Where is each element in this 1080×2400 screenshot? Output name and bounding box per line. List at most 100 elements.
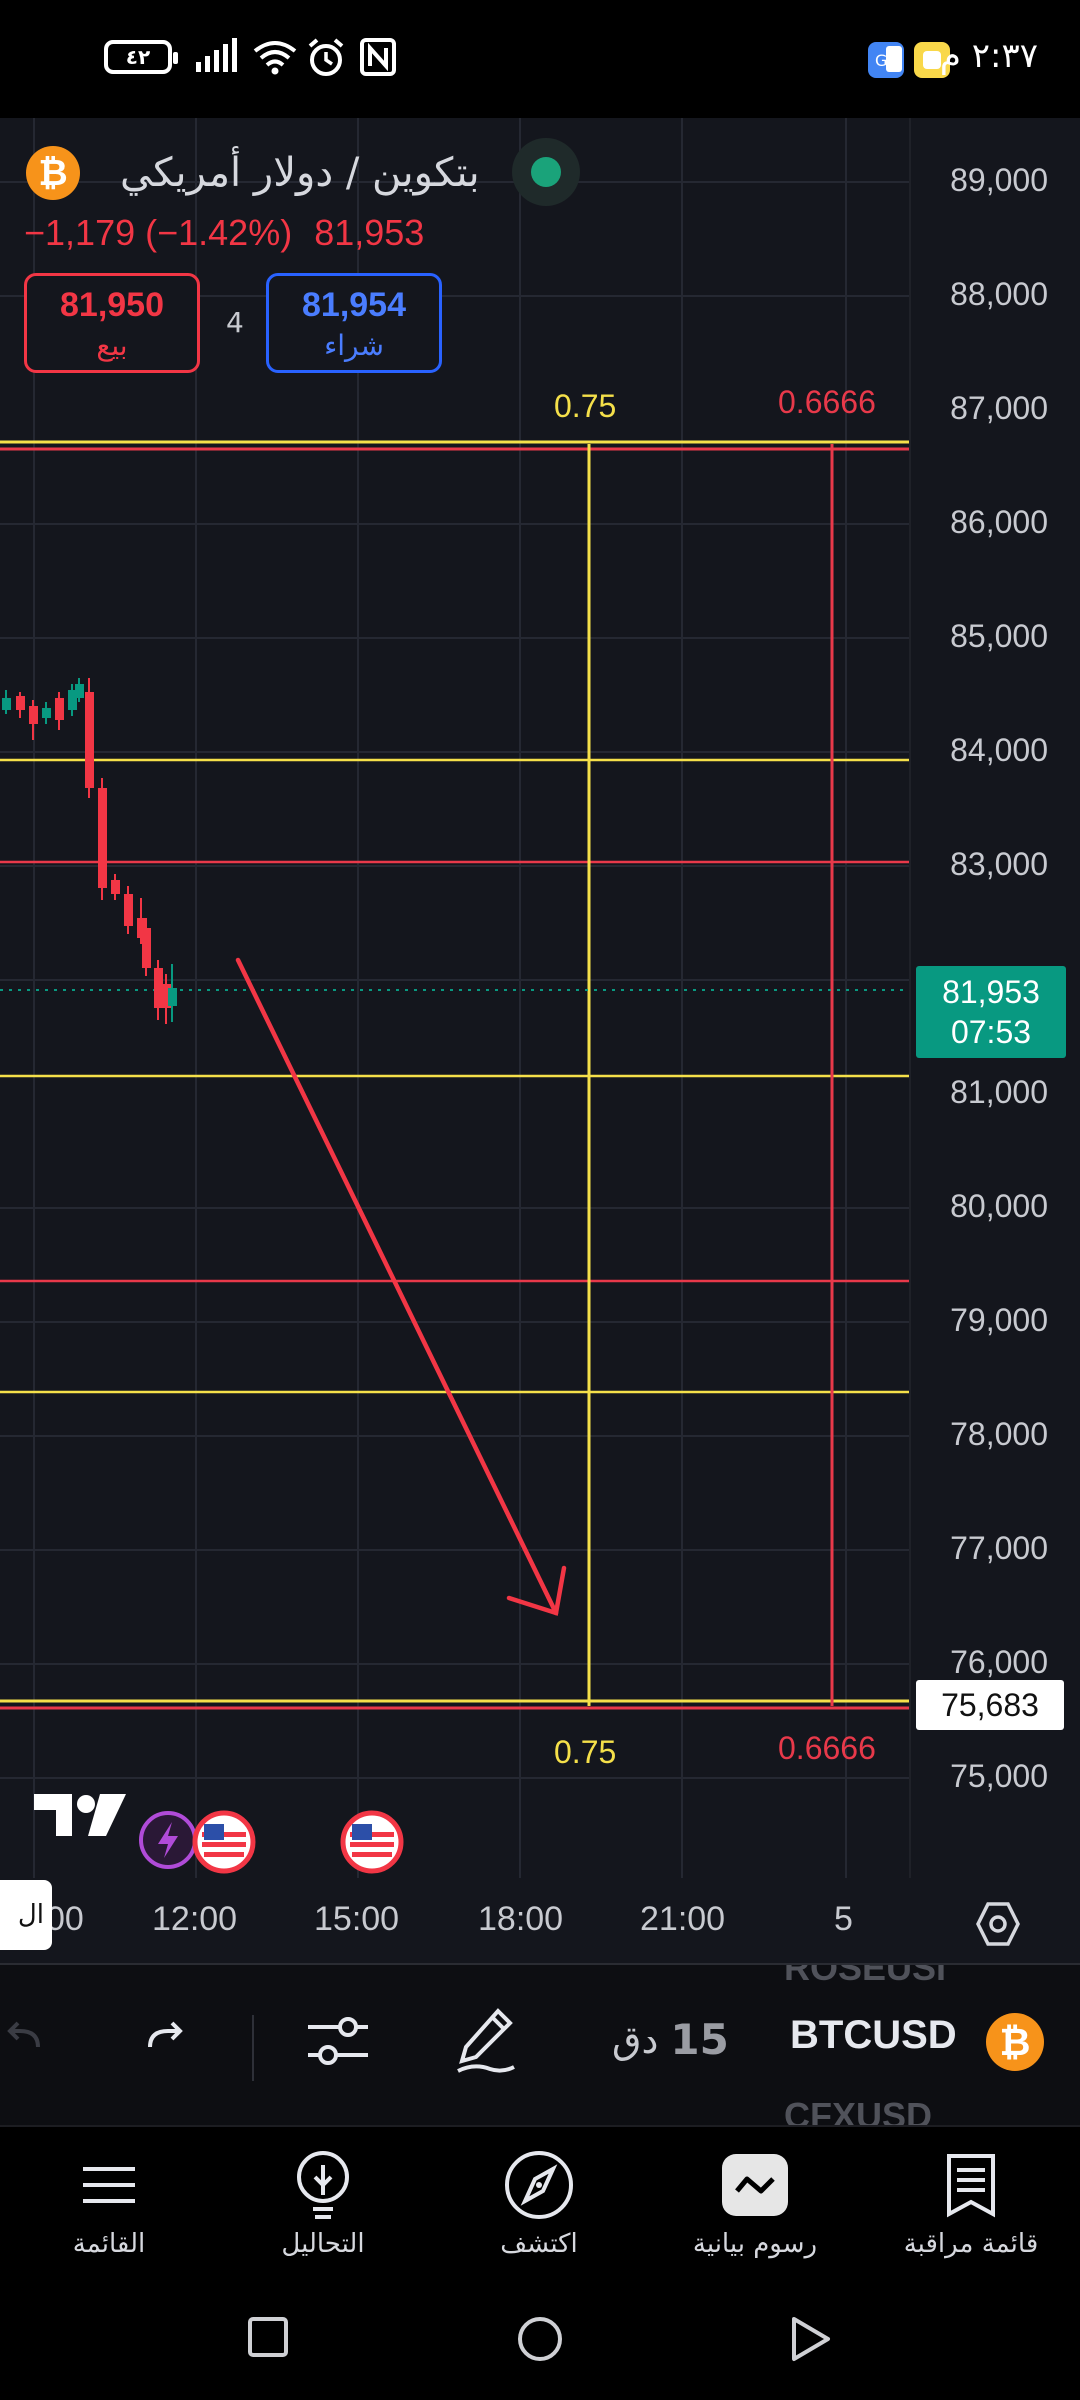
ticker-next[interactable]: CFXUSD	[784, 2095, 933, 2125]
nfc-icon	[360, 38, 396, 76]
sell-price: 81,950	[60, 286, 164, 324]
wifi-icon	[253, 41, 297, 75]
home-icon[interactable]	[516, 2315, 564, 2363]
chart-icon	[722, 2154, 788, 2216]
alarm-icon	[308, 38, 344, 76]
chart-toolbar: دق 15 ROSEUSI BTCUSD ₿ CFXUSD	[0, 1963, 1080, 2125]
indicators-icon[interactable]	[306, 2013, 370, 2069]
candle	[162, 984, 171, 1008]
notes-app-icon	[914, 42, 950, 78]
bar-countdown: 07:53	[950, 1014, 1032, 1050]
symbol-name[interactable]: بتكوين / دولار أمريكي	[120, 150, 480, 196]
price-tick: 81,000	[950, 1074, 1048, 1110]
price-tick: 78,000	[950, 1416, 1048, 1452]
price-tick: 77,000	[950, 1530, 1048, 1566]
nav-menu-label: القائمة	[72, 2229, 146, 2259]
left-panel-tab[interactable]: ال	[0, 1880, 52, 1950]
grid-lines	[0, 118, 910, 1878]
candle	[111, 880, 120, 894]
price-tick: 76,000	[950, 1644, 1048, 1680]
spread-value: 4	[226, 306, 244, 339]
price-tick: 86,000	[950, 504, 1048, 540]
signal-icon	[196, 38, 237, 72]
price-tick: 75,000	[950, 1758, 1048, 1794]
ticker-prev[interactable]: ROSEUSI	[784, 1965, 947, 1988]
candle	[168, 988, 177, 1006]
candle	[55, 698, 64, 720]
candle	[75, 684, 84, 698]
time-tick: 5	[834, 1900, 853, 1938]
last-price: 81,953	[314, 212, 425, 253]
current-price: 81,953	[942, 974, 1040, 1010]
bottom-navigation: القائمة التحاليل اكتشف رسوم بيانية قائمة…	[0, 2125, 1080, 2275]
candle	[68, 690, 77, 710]
redo-icon[interactable]	[144, 2017, 188, 2057]
time-tick: 15:00	[314, 1900, 400, 1938]
candle	[16, 696, 25, 710]
ticker-current[interactable]: BTCUSD	[790, 2013, 957, 2057]
time-tick: 21:00	[640, 1900, 726, 1938]
symbol-header[interactable]: ₿ بتكوين / دولار أمريكي	[26, 146, 480, 200]
sell-button[interactable]: 81,950 بيع	[24, 273, 200, 373]
fib-label-bottom-right: 0.6666	[778, 1730, 876, 1766]
fib-label-top-left: 0.75	[554, 388, 617, 424]
nav-ideas[interactable]: التحاليل	[228, 2145, 418, 2259]
svg-text:G: G	[875, 51, 887, 70]
nav-menu[interactable]: القائمة	[14, 2145, 204, 2259]
time-tick: 18:00	[478, 1900, 564, 1938]
us-flag-event-icon[interactable]	[340, 1810, 404, 1874]
translate-app-icon: G	[868, 42, 904, 78]
candle	[42, 708, 51, 718]
watchlist-icon	[947, 2154, 995, 2218]
battery-icon: ٤٢	[104, 40, 178, 74]
change-value: −1,179 (−1.42%)	[24, 212, 293, 253]
undo-icon[interactable]	[4, 2017, 44, 2057]
nav-chart[interactable]: رسوم بيانية	[660, 2145, 850, 2259]
system-navigation	[0, 2275, 1080, 2400]
candle	[142, 928, 151, 968]
sell-label: بيع	[96, 329, 128, 362]
candle	[124, 894, 133, 926]
recents-icon[interactable]	[246, 2315, 290, 2359]
battery-level: ٤٢	[125, 45, 151, 69]
bitcoin-icon: ₿	[26, 146, 80, 200]
lightning-event-icon[interactable]	[138, 1810, 198, 1870]
nav-watchlist-label: قائمة مراقبة	[903, 2229, 1039, 2259]
arrow-drawing[interactable]	[235, 957, 567, 1616]
chart-settings-icon[interactable]	[974, 1900, 1022, 1948]
candlesticks	[2, 678, 177, 1024]
price-tick: 88,000	[950, 276, 1048, 312]
bitcoin-icon: ₿	[986, 2013, 1044, 2071]
buy-button[interactable]: 81,954 شراء	[266, 273, 442, 373]
candle	[154, 968, 163, 1008]
chart-area[interactable]: 89,000 88,000 87,000 86,000 85,000 84,00…	[0, 118, 1080, 1963]
nav-chart-label: رسوم بيانية	[692, 2229, 818, 2259]
price-tick: 79,000	[950, 1302, 1048, 1338]
us-flag-event-icon[interactable]	[192, 1810, 256, 1874]
price-tick: 85,000	[950, 618, 1048, 654]
fib-label-bottom-left: 0.75	[554, 1734, 617, 1770]
price-change: −1,179 (−1.42%) 81,953	[24, 212, 424, 254]
candle	[98, 788, 107, 888]
nav-explore[interactable]: اكتشف	[444, 2145, 634, 2259]
status-bar: ٤٢ G ٢:٣٧ م	[0, 0, 1080, 118]
drawing-tools-icon[interactable]	[454, 2005, 518, 2075]
price-tick: 89,000	[950, 162, 1048, 198]
compass-icon	[505, 2151, 573, 2219]
time-tick: 00	[46, 1900, 84, 1938]
target-price-tag: 75,683	[916, 1680, 1064, 1730]
interval-unit: دق	[612, 2017, 659, 2062]
interval-selector[interactable]: دق 15	[612, 2015, 729, 2064]
market-status-indicator[interactable]	[512, 138, 580, 206]
fib-levels[interactable]	[0, 440, 910, 1710]
price-tick: 84,000	[950, 732, 1048, 768]
nav-explore-label: اكتشف	[500, 2229, 578, 2259]
chart-canvas[interactable]	[0, 118, 1080, 1963]
back-icon[interactable]	[788, 2315, 832, 2363]
price-tick: 83,000	[950, 846, 1048, 882]
symbol-picker[interactable]: ROSEUSI BTCUSD ₿ CFXUSD	[760, 1965, 1080, 2125]
nav-watchlist[interactable]: قائمة مراقبة	[876, 2145, 1066, 2259]
candle	[85, 692, 94, 788]
interval-number: 15	[670, 2015, 729, 2064]
toolbar-separator	[252, 2015, 254, 2081]
